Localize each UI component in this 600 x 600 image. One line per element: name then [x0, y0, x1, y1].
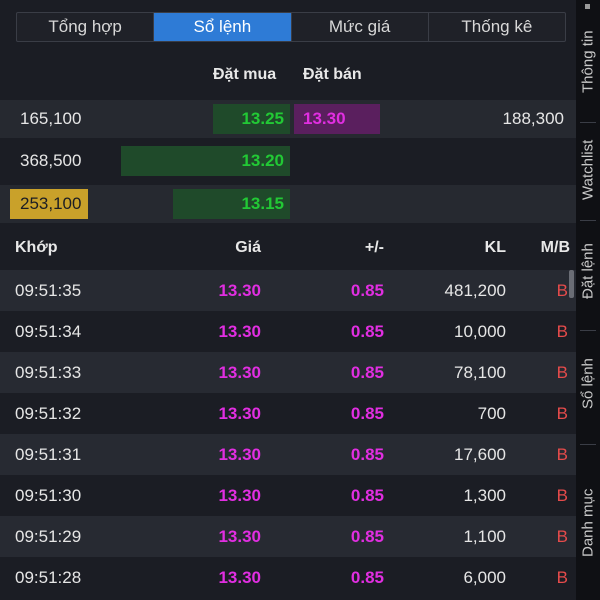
trade-time: 09:51:30: [15, 486, 82, 505]
trade-time: 09:51:34: [15, 322, 82, 341]
trade-change: 0.85: [350, 363, 384, 382]
trade-price: 13.30: [218, 281, 261, 300]
bid-volume: 165,100: [20, 109, 82, 128]
trade-change: 0.85: [350, 486, 384, 505]
trade-volume: 78,100: [454, 363, 506, 382]
trade-side: B: [556, 281, 568, 300]
trade-price: 13.30: [218, 322, 261, 341]
trade-side: B: [556, 486, 568, 505]
side-divider: [580, 220, 596, 221]
trade-change: 0.85: [350, 568, 384, 587]
tab-thong-ke[interactable]: Thống kê: [461, 17, 533, 36]
trade-time: 09:51:35: [15, 281, 82, 300]
trade-volume: 700: [477, 404, 506, 423]
trade-price: 13.30: [218, 445, 261, 464]
side-divider: [580, 330, 596, 331]
col-volume-header: KL: [484, 239, 506, 256]
order-book-row[interactable]: 368,500 13.20: [0, 142, 576, 180]
bid-volume: 368,500: [20, 151, 82, 170]
bid-depth-bar: [213, 104, 290, 134]
trade-side: B: [556, 527, 568, 546]
tab-muc-gia[interactable]: Mức giá: [292, 13, 429, 41]
bid-price[interactable]: 13.25: [241, 109, 284, 128]
trades-header: Khớp Giá +/- KL M/B: [0, 228, 576, 268]
trade-time: 09:51:32: [15, 404, 82, 423]
trade-volume: 6,000: [463, 568, 506, 587]
trade-time: 09:51:31: [15, 445, 82, 464]
trade-row[interactable]: 09:51:35 13.30 0.85 481,200 B: [0, 270, 576, 311]
trades-scrollbar[interactable]: [569, 270, 574, 298]
trade-row[interactable]: 09:51:32 13.30 0.85 700 B: [0, 393, 576, 434]
side-tab-danh-muc[interactable]: Danh mục: [579, 488, 597, 558]
trade-change: 0.85: [350, 281, 384, 300]
trade-change: 0.85: [350, 445, 384, 464]
trade-row[interactable]: 09:51:28 13.30 0.85 6,000 B: [0, 557, 576, 598]
trade-price: 13.30: [218, 486, 261, 505]
ask-price[interactable]: 13.30: [303, 109, 346, 128]
col-side-header: M/B: [540, 239, 570, 256]
side-tab-strip: Thông tin Watchlist Đặt lệnh Sổ lệnh Dan…: [576, 0, 600, 600]
col-change-header: +/-: [364, 239, 384, 256]
order-book-row[interactable]: 253,100 13.15: [0, 185, 576, 223]
trade-change: 0.85: [350, 527, 384, 546]
bid-price[interactable]: 13.15: [241, 194, 284, 213]
bid-depth-bar: [173, 189, 290, 219]
bid-header: Đặt mua: [213, 66, 277, 83]
ask-header: Đặt bán: [303, 66, 362, 83]
side-tab-thong-tin[interactable]: Thông tin: [579, 30, 597, 94]
trade-side: B: [556, 445, 568, 464]
trade-time: 09:51:28: [15, 568, 82, 587]
trade-volume: 10,000: [454, 322, 506, 341]
trade-price: 13.30: [218, 404, 261, 423]
side-tab-so-lenh[interactable]: Sổ lệnh: [579, 358, 597, 410]
bid-volume: 253,100: [20, 194, 82, 213]
order-book-row[interactable]: 165,100 13.25 13.30 188,300: [0, 100, 576, 138]
side-divider: [580, 122, 596, 123]
tab-so-lenh[interactable]: Sổ lệnh: [154, 13, 292, 41]
trade-volume: 1,100: [463, 527, 506, 546]
trade-price: 13.30: [218, 527, 261, 546]
ask-depth-bar: [294, 104, 380, 134]
trade-volume: 17,600: [454, 445, 506, 464]
trade-time: 09:51:29: [15, 527, 82, 546]
side-handle-icon: [585, 4, 590, 9]
trade-row[interactable]: 09:51:31 13.30 0.85 17,600 B: [0, 434, 576, 475]
trade-row[interactable]: 09:51:29 13.30 0.85 1,100 B: [0, 516, 576, 557]
side-divider: [580, 444, 596, 445]
trade-price: 13.30: [218, 363, 261, 382]
tab-bar: Tổng hợp Sổ lệnh Mức giá Thống kê: [16, 12, 566, 42]
trade-side: B: [556, 568, 568, 587]
trade-change: 0.85: [350, 322, 384, 341]
col-time-header: Khớp: [15, 239, 58, 256]
bid-price[interactable]: 13.20: [241, 151, 284, 170]
trade-change: 0.85: [350, 404, 384, 423]
bid-depth-bar: [121, 146, 290, 176]
trade-volume: 1,300: [463, 486, 506, 505]
trade-side: B: [556, 322, 568, 341]
trade-row[interactable]: 09:51:33 13.30 0.85 78,100 B: [0, 352, 576, 393]
volume-highlight: [10, 189, 88, 219]
tab-tong-hop[interactable]: Tổng hợp: [17, 13, 155, 41]
trade-row[interactable]: 09:51:34 13.30 0.85 10,000 B: [0, 311, 576, 352]
col-price-header: Giá: [235, 239, 261, 256]
trade-volume: 481,200: [444, 281, 506, 300]
trade-price: 13.30: [218, 568, 261, 587]
trade-side: B: [556, 404, 568, 423]
side-tab-watchlist[interactable]: Watchlist: [579, 139, 597, 201]
ask-volume: 188,300: [502, 109, 564, 128]
side-tab-dat-lenh[interactable]: Đặt lệnh: [579, 243, 597, 299]
trade-row[interactable]: 09:51:30 13.30 0.85 1,300 B: [0, 475, 576, 516]
trade-time: 09:51:33: [15, 363, 82, 382]
trade-side: B: [556, 363, 568, 382]
